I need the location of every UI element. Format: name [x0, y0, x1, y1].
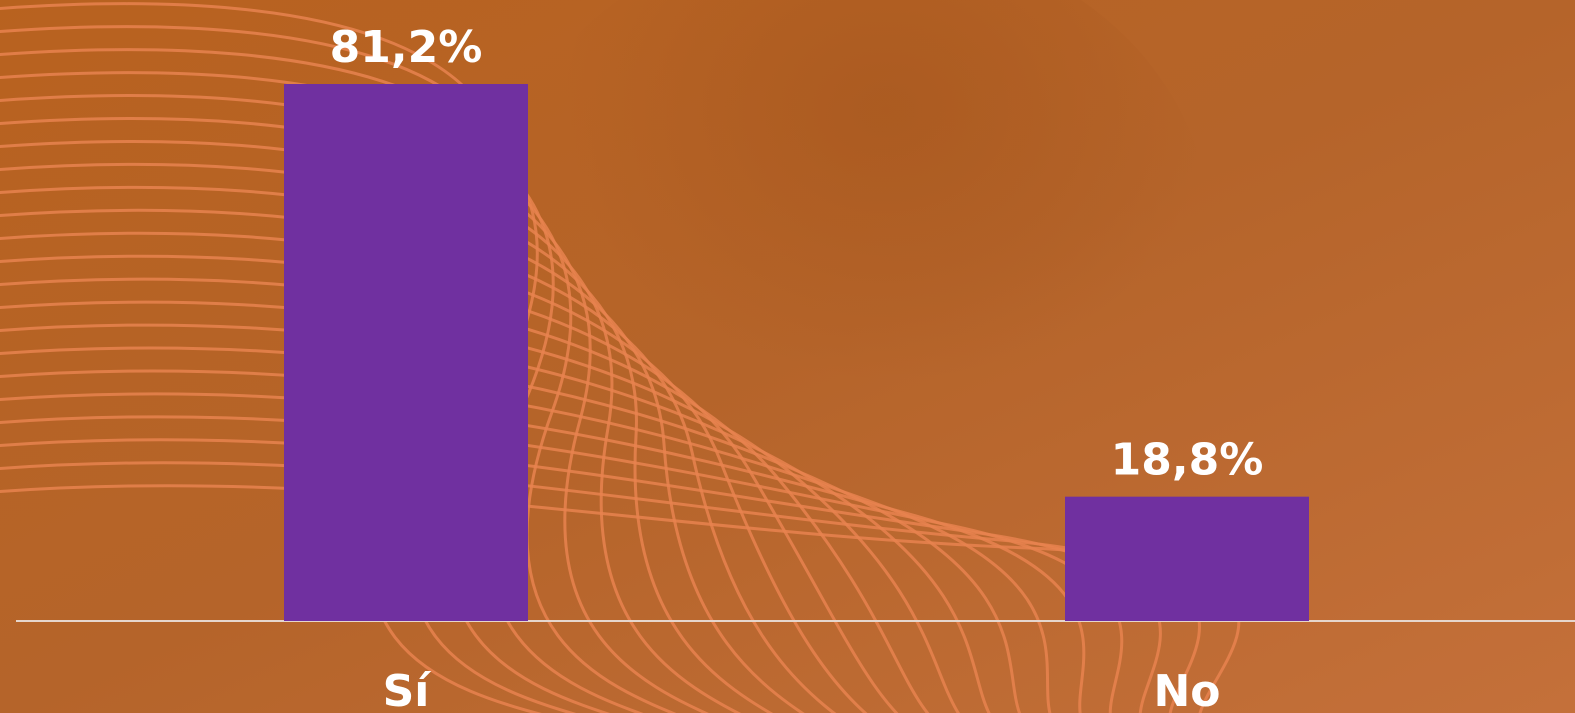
bar	[284, 84, 528, 621]
decorative-curve	[0, 208, 837, 713]
value-label: 18,8%	[1111, 435, 1264, 486]
bar	[1065, 496, 1309, 621]
decorative-curve	[0, 163, 774, 713]
decorative-curve	[0, 300, 961, 713]
decorative-curve	[0, 277, 930, 713]
decorative-curve	[0, 369, 1052, 713]
value-label: 81,2%	[330, 22, 483, 73]
decorative-curve	[0, 323, 991, 713]
x-tick-label: No	[1153, 666, 1220, 713]
decorative-curve	[0, 415, 1124, 713]
decorative-curve	[0, 185, 805, 713]
plot: 81,2% Sí 18,8% No	[16, 22, 1575, 713]
decorative-curve	[0, 254, 899, 713]
decorative-curve	[0, 140, 742, 713]
x-tick-label: Sí	[383, 666, 433, 713]
decorative-curve	[0, 94, 677, 713]
decorative-curve	[0, 392, 1086, 713]
decorative-curve	[0, 346, 1022, 713]
